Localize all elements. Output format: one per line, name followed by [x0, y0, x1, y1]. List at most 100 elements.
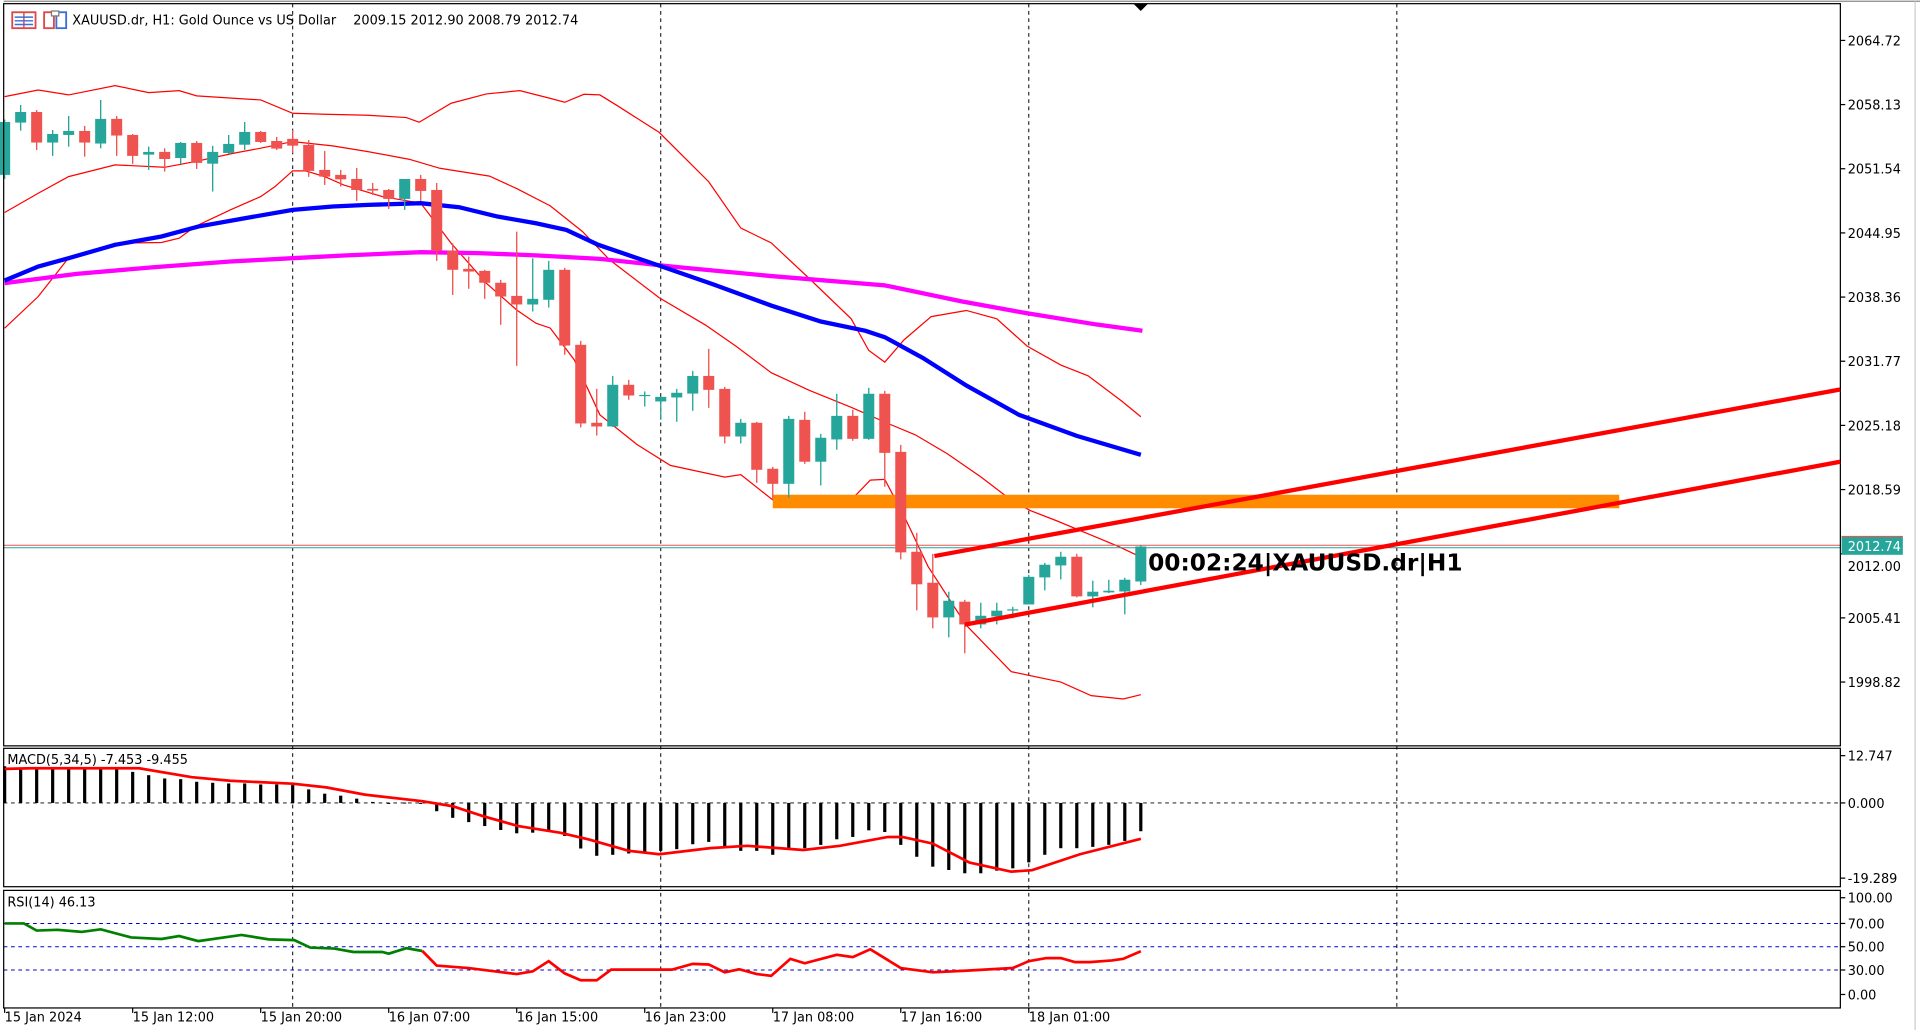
candle[interactable] — [271, 136, 283, 150]
candle-body — [671, 392, 683, 398]
candle[interactable] — [703, 348, 715, 408]
candle[interactable] — [447, 243, 459, 295]
rsi-panel[interactable] — [3, 922, 1841, 982]
candle[interactable] — [527, 258, 539, 312]
candle[interactable] — [399, 178, 411, 210]
candle[interactable] — [847, 409, 859, 441]
candle[interactable] — [719, 386, 731, 444]
candle[interactable] — [207, 145, 219, 192]
main-price-panel[interactable] — [0, 84, 1841, 700]
candle[interactable] — [239, 122, 251, 150]
candle[interactable] — [383, 188, 395, 209]
candle[interactable] — [15, 104, 27, 131]
candle[interactable] — [863, 387, 875, 440]
candle[interactable] — [159, 148, 171, 172]
candle[interactable] — [895, 444, 907, 560]
trendline[interactable] — [964, 459, 1841, 627]
candle-body — [687, 375, 699, 394]
macd-histogram-bar — [899, 802, 903, 845]
candle[interactable] — [1055, 551, 1067, 580]
candle[interactable] — [783, 415, 795, 498]
candle[interactable] — [191, 140, 203, 169]
candle[interactable] — [463, 256, 475, 289]
macd-histogram-bar — [1075, 802, 1079, 849]
chart-shift-marker-icon[interactable] — [1133, 3, 1149, 12]
candle[interactable] — [591, 388, 603, 436]
candle[interactable] — [367, 182, 379, 195]
candle[interactable] — [543, 260, 555, 308]
candle[interactable] — [143, 146, 155, 170]
candle[interactable] — [1135, 544, 1147, 585]
candle[interactable] — [111, 115, 123, 156]
candle[interactable] — [287, 129, 299, 153]
candle[interactable] — [927, 553, 939, 629]
macd-histogram-bar — [499, 802, 503, 831]
candle-body — [1103, 590, 1115, 593]
candle[interactable] — [495, 279, 507, 325]
macd-histogram-bar — [147, 775, 151, 803]
candle[interactable] — [479, 269, 491, 299]
macd-histogram-bar — [291, 785, 295, 803]
candle-body — [511, 295, 523, 305]
candle[interactable] — [0, 119, 11, 179]
chart-template-icon[interactable] — [43, 10, 68, 30]
candle[interactable] — [223, 134, 235, 154]
candle[interactable] — [687, 370, 699, 411]
candle[interactable] — [575, 340, 587, 428]
support-resistance-zone[interactable] — [772, 494, 1620, 509]
candle[interactable] — [95, 100, 107, 149]
candle[interactable] — [767, 466, 779, 500]
candle[interactable] — [735, 418, 747, 444]
candle[interactable] — [1071, 553, 1083, 598]
candle[interactable] — [655, 396, 667, 420]
candle[interactable] — [879, 390, 891, 487]
candle[interactable] — [559, 267, 571, 355]
macd-histogram-bar — [691, 802, 695, 845]
candle-body — [127, 134, 139, 156]
macd-histogram-bar — [371, 801, 375, 803]
price-axis-label: 2031.77 — [1848, 355, 1901, 370]
candle[interactable] — [671, 388, 683, 422]
candle[interactable] — [511, 231, 523, 366]
candle[interactable] — [1039, 562, 1051, 591]
candle[interactable] — [255, 130, 267, 143]
candle[interactable] — [351, 167, 363, 201]
candle[interactable] — [1103, 579, 1115, 594]
trendline[interactable] — [933, 387, 1841, 559]
macd-histogram-bar — [787, 802, 791, 849]
candle[interactable] — [815, 433, 827, 486]
candle[interactable] — [959, 599, 971, 654]
candle[interactable] — [1023, 574, 1035, 605]
candle[interactable] — [607, 375, 619, 428]
candle[interactable] — [831, 393, 843, 450]
candle[interactable] — [303, 140, 315, 177]
candle[interactable] — [31, 110, 43, 150]
candle-body — [527, 298, 539, 305]
candle[interactable] — [911, 532, 923, 611]
time-axis-label: 16 Jan 23:00 — [645, 1010, 726, 1025]
candle[interactable] — [431, 182, 443, 261]
candle[interactable] — [799, 411, 811, 464]
macd-histogram-bar — [643, 802, 647, 853]
candle[interactable] — [63, 115, 75, 147]
candle[interactable] — [751, 421, 763, 483]
time-axis-label: 15 Jan 2024 — [5, 1010, 82, 1025]
macd-histogram-bar — [323, 793, 327, 803]
macd-histogram-bar — [611, 802, 615, 855]
candle[interactable] — [943, 591, 955, 638]
candle[interactable] — [415, 174, 427, 201]
candle[interactable] — [79, 125, 91, 157]
candle[interactable] — [47, 129, 59, 156]
candle[interactable] — [175, 141, 187, 164]
candle[interactable] — [127, 133, 139, 164]
candle[interactable] — [639, 391, 651, 407]
macd-histogram-bar — [515, 802, 519, 834]
macd-histogram-bar — [3, 766, 7, 803]
candle[interactable] — [623, 379, 635, 400]
chart-list-icon[interactable] — [11, 11, 37, 30]
macd-panel[interactable] — [3, 766, 1841, 874]
macd-histogram-bar — [979, 802, 983, 874]
candle[interactable] — [319, 150, 331, 185]
candle[interactable] — [335, 169, 347, 187]
